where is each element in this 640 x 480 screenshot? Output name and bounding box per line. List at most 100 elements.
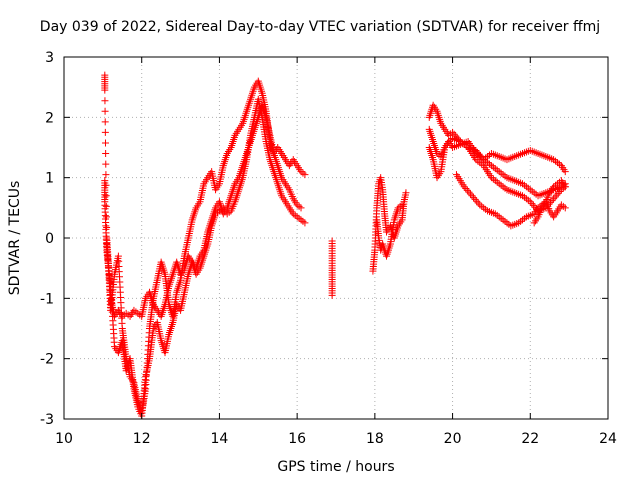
data-point xyxy=(487,208,495,216)
data-point xyxy=(122,309,130,317)
data-point xyxy=(474,199,482,207)
data-point xyxy=(480,156,488,164)
x-axis-label: GPS time / hours xyxy=(277,459,394,475)
data-point xyxy=(297,204,305,212)
data-point xyxy=(495,168,503,176)
data-point xyxy=(299,217,307,225)
data-point xyxy=(526,198,534,206)
data-point xyxy=(478,202,486,210)
data-point xyxy=(519,216,527,224)
data-point xyxy=(553,159,561,167)
series-track-g xyxy=(425,134,569,215)
data-point xyxy=(465,188,473,196)
x-axis-ticks: 10 12 14 16 18 20 22 24 xyxy=(55,57,617,447)
data-point xyxy=(524,184,532,192)
chart-title: Day 039 of 2022, Sidereal Day-to-day VTE… xyxy=(40,19,600,35)
y-tick-label: -2 xyxy=(40,352,54,368)
data-point xyxy=(499,216,507,224)
data-point xyxy=(551,193,559,201)
data-point xyxy=(463,186,471,194)
data-point xyxy=(553,191,561,199)
data-point xyxy=(554,189,562,197)
series-track-h xyxy=(452,171,569,230)
data-point xyxy=(529,201,537,209)
data-point xyxy=(134,309,142,317)
y-axis-ticks: -3 -2 -1 0 1 2 3 xyxy=(40,50,608,428)
data-point xyxy=(497,214,505,222)
data-point xyxy=(555,160,563,168)
x-tick-label: 18 xyxy=(366,431,384,447)
data-point xyxy=(102,160,110,168)
data-point xyxy=(473,197,481,205)
data-point xyxy=(553,180,561,188)
data-point xyxy=(501,217,509,225)
data-point xyxy=(402,189,410,197)
data-point xyxy=(522,195,530,203)
data-point xyxy=(550,195,558,203)
data-point xyxy=(301,219,309,227)
data-point xyxy=(548,197,556,205)
data-point xyxy=(489,175,497,183)
x-tick-label: 16 xyxy=(288,431,306,447)
grid-lines xyxy=(64,57,608,419)
data-point xyxy=(495,180,503,188)
x-tick-label: 10 xyxy=(55,431,73,447)
data-point xyxy=(101,107,109,115)
data-point xyxy=(101,86,109,94)
data-point xyxy=(497,181,505,189)
x-tick-label: 14 xyxy=(211,431,229,447)
data-point xyxy=(493,166,501,174)
data-point xyxy=(485,160,493,168)
data-point xyxy=(328,291,336,299)
y-axis-label: SDTVAR / TECUs xyxy=(7,181,23,296)
y-tick-label: 0 xyxy=(45,231,54,247)
data-point xyxy=(546,198,554,206)
data-point xyxy=(491,165,499,173)
data-point xyxy=(103,223,111,231)
data-point xyxy=(449,128,457,136)
data-point xyxy=(499,171,507,179)
data-point xyxy=(101,139,109,147)
data-point xyxy=(398,201,406,209)
data-point xyxy=(559,184,567,192)
data-point xyxy=(497,169,505,177)
data-point xyxy=(295,202,303,210)
data-point xyxy=(476,201,484,209)
data-point xyxy=(561,168,569,176)
x-tick-label: 24 xyxy=(599,431,617,447)
data-point xyxy=(301,171,309,179)
series-track-c xyxy=(103,95,309,320)
data-point xyxy=(511,220,519,228)
data-point xyxy=(291,211,299,219)
data-point xyxy=(499,183,507,191)
series-track-d xyxy=(328,174,410,299)
series-track-i xyxy=(530,177,569,227)
data-point xyxy=(528,187,536,195)
data-point xyxy=(528,200,536,208)
data-point xyxy=(299,169,307,177)
y-tick-label: 3 xyxy=(45,50,54,66)
data-point xyxy=(556,188,564,196)
data-point xyxy=(561,183,569,191)
data-point xyxy=(102,150,110,158)
series-track-e xyxy=(425,101,569,176)
data-point xyxy=(471,195,479,203)
y-tick-label: -3 xyxy=(40,412,54,428)
data-point xyxy=(489,163,497,171)
data-point xyxy=(468,192,476,200)
data-point xyxy=(462,185,470,193)
data-point xyxy=(480,204,488,212)
x-tick-label: 22 xyxy=(521,431,539,447)
x-tick-label: 20 xyxy=(444,431,462,447)
data-point xyxy=(102,171,110,179)
data-point xyxy=(526,211,534,219)
data-point xyxy=(460,183,468,191)
data-point xyxy=(295,214,303,222)
y-tick-label: -1 xyxy=(40,291,54,307)
data-point xyxy=(470,194,478,202)
data-point xyxy=(297,216,305,224)
data-point xyxy=(101,118,109,126)
data-point xyxy=(522,183,530,191)
data-point xyxy=(101,128,109,136)
